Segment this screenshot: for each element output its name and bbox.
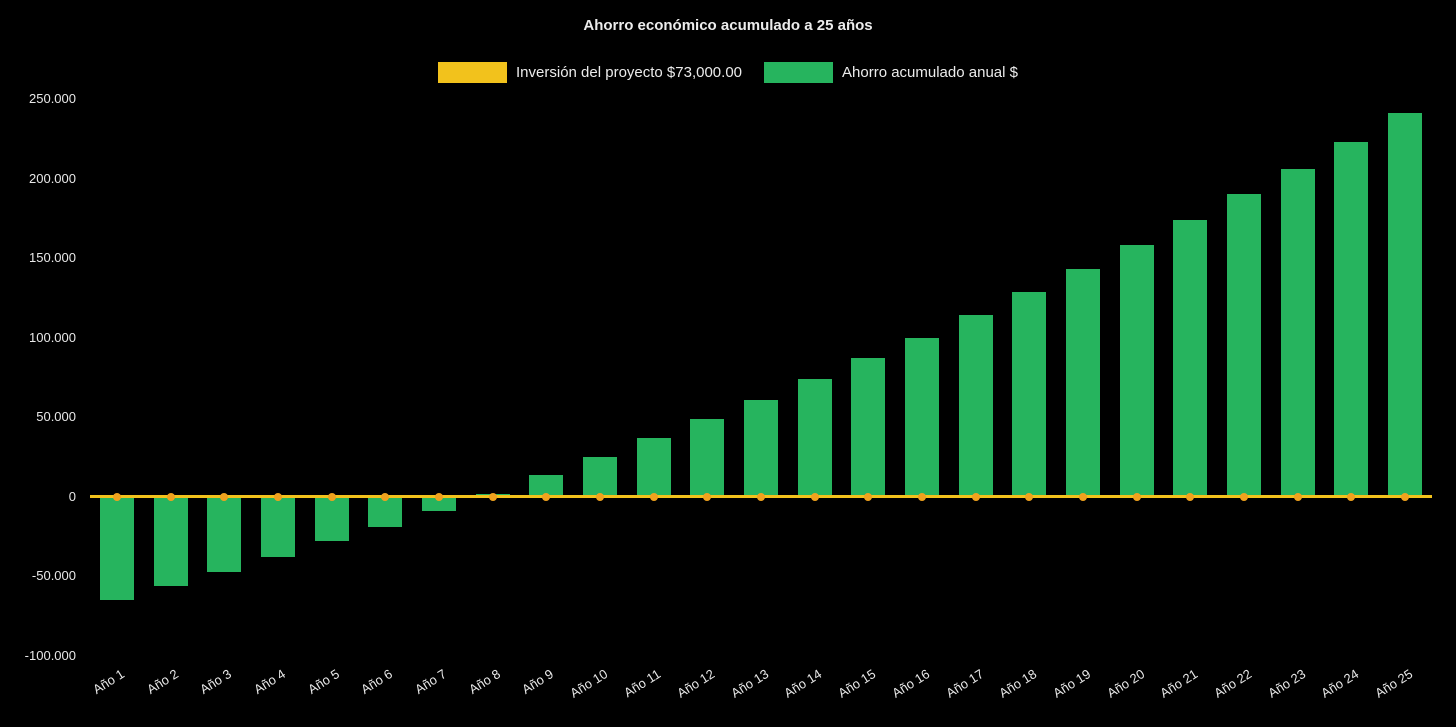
investment-line-marker: [757, 492, 765, 501]
x-tick-label: Año 20: [1103, 666, 1147, 701]
bar-año-18: [1012, 291, 1047, 497]
legend-swatch-savings: [764, 62, 834, 83]
legend: Inversión del proyecto $73,000.00 Ahorro…: [0, 62, 1456, 83]
investment-line-marker: [649, 492, 658, 501]
investment-line-marker: [1079, 492, 1088, 501]
investment-line-marker: [1025, 492, 1034, 501]
x-tick-label: Año 9: [519, 666, 557, 697]
bar-año-9: [529, 474, 564, 497]
investment-line-marker: [595, 492, 604, 501]
x-tick-label: Año 1: [90, 666, 127, 697]
y-tick-label: 0: [68, 488, 76, 504]
x-tick-label: Año 8: [465, 666, 503, 697]
x-tick-label: Año 6: [358, 666, 396, 697]
investment-line-marker: [1186, 492, 1195, 501]
y-tick-label: 100.000: [29, 329, 76, 345]
bar-año-25: [1388, 113, 1423, 497]
legend-label-savings: Ahorro acumulado anual $: [842, 64, 1018, 81]
x-tick-label: Año 15: [835, 666, 879, 701]
bar-año-2: [153, 496, 188, 586]
bar-año-5: [314, 496, 349, 542]
x-tick-label: Año 18: [996, 666, 1040, 701]
y-tick-label: -100.000: [24, 648, 76, 663]
legend-item-investment: Inversión del proyecto $73,000.00: [438, 62, 742, 83]
investment-line-marker: [327, 492, 336, 501]
bar-año-4: [260, 496, 295, 558]
bar-año-3: [207, 496, 242, 572]
investment-line-marker: [1240, 492, 1249, 501]
x-tick-label: Año 22: [1211, 666, 1255, 701]
plot-area: [90, 99, 1432, 656]
x-tick-label: Año 11: [621, 666, 664, 701]
bar-año-22: [1227, 194, 1262, 497]
bar-año-16: [905, 337, 940, 497]
x-tick-label: Año 7: [412, 666, 449, 697]
y-tick-label: 200.000: [29, 170, 76, 186]
x-tick-label: Año 14: [781, 666, 825, 701]
y-tick-label: 50.000: [36, 409, 76, 425]
x-tick-label: Año 24: [1318, 666, 1362, 701]
bar-año-20: [1119, 245, 1154, 497]
investment-line-marker: [1293, 492, 1302, 501]
bar-año-21: [1173, 219, 1208, 497]
x-tick-label: Año 3: [197, 666, 235, 697]
investment-line-marker: [220, 492, 229, 501]
legend-label-investment: Inversión del proyecto $73,000.00: [516, 64, 743, 81]
y-tick-label: 150.000: [29, 250, 76, 266]
bar-año-11: [636, 437, 671, 497]
y-axis: 250.000 200.000 150.000 100.000 50.000 0 -50.0…: [0, 91, 76, 663]
x-tick-label: Año 16: [889, 666, 933, 701]
x-tick-label: Año 23: [1264, 666, 1308, 701]
chart-title: Ahorro económico acumulado a 25 años: [583, 17, 873, 34]
investment-line-marker: [918, 492, 927, 501]
investment-line-marker: [1401, 492, 1410, 501]
bar-año-12: [690, 418, 725, 497]
bar-año-10: [582, 457, 617, 497]
x-tick-label: Año 25: [1372, 666, 1416, 701]
investment-line-marker: [112, 492, 121, 501]
investment-line-marker: [1347, 492, 1356, 501]
bar-año-17: [958, 315, 993, 497]
investment-line-marker: [542, 492, 551, 501]
x-tick-label: Año 12: [674, 666, 718, 701]
bar-año-14: [797, 379, 832, 497]
x-tick-label: Año 19: [1050, 666, 1094, 701]
x-tick-label: Año 2: [143, 666, 181, 697]
investment-line-marker: [864, 492, 873, 501]
y-tick-label: -50.000: [31, 568, 76, 584]
investment-line-marker: [971, 492, 980, 501]
investment-line-marker: [273, 492, 282, 501]
bar-año-7: [421, 496, 456, 512]
bar-año-1: [99, 496, 134, 601]
bar-año-13: [744, 399, 778, 497]
investment-line-marker: [381, 492, 390, 501]
bar-año-19: [1066, 269, 1101, 497]
investment-line-marker: [434, 492, 443, 501]
x-tick-label: Año 4: [251, 666, 288, 697]
y-tick-label: 250.000: [29, 91, 76, 106]
x-tick-label: Año 21: [1157, 666, 1201, 701]
x-tick-label: Año 17: [942, 666, 986, 701]
bar-año-23: [1280, 169, 1315, 497]
legend-swatch-investment: [438, 62, 508, 83]
investment-line-marker: [166, 492, 175, 501]
bar-año-15: [851, 358, 886, 497]
x-axis: Año 1 Año 2 Año 3 Año 4 Año 5 Año 6 Año 7 Año 8…: [90, 656, 1432, 727]
investment-line-marker: [703, 492, 712, 501]
investment-line-marker: [488, 492, 497, 501]
x-tick-label: Año 5: [304, 666, 342, 697]
x-tick-label: Año 10: [567, 666, 610, 701]
bar-año-6: [368, 496, 403, 528]
investment-line-marker: [1132, 492, 1141, 501]
bar-año-24: [1334, 141, 1369, 497]
investment-line-marker: [810, 492, 819, 501]
x-tick-label: Año 13: [728, 666, 771, 701]
legend-item-savings: Ahorro acumulado anual $: [764, 62, 1018, 83]
